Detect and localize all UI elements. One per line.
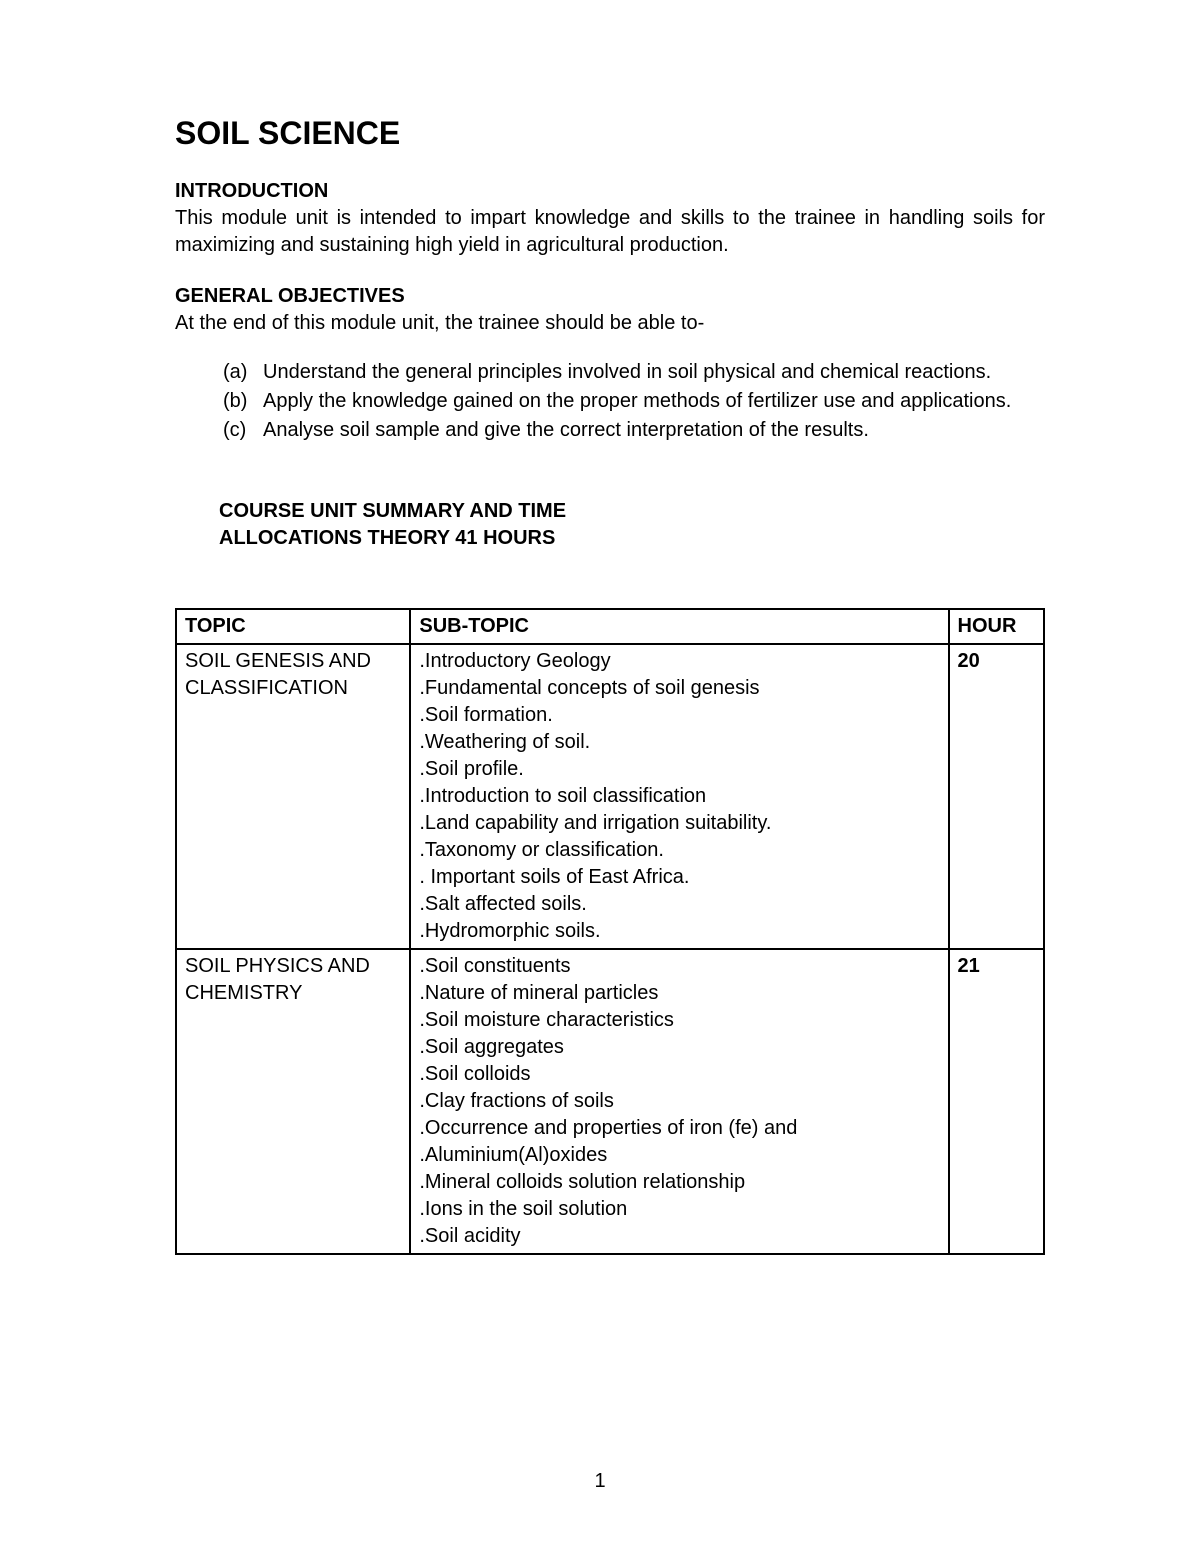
subtopic-item: .Hydromorphic soils. [419, 918, 939, 945]
course-summary-heading: COURSE UNIT SUMMARY AND TIME ALLOCATIONS… [219, 498, 1045, 552]
objectives-heading: GENERAL OBJECTIVES [175, 285, 1045, 308]
subtopic-item: .Mineral colloids solution relationship [419, 1169, 939, 1196]
objective-item: (b) Apply the knowledge gained on the pr… [223, 388, 1045, 415]
subtopic-item: .Soil constituents [419, 953, 939, 980]
hour-cell: 21 [949, 949, 1044, 1254]
topic-cell: SOIL PHYSICS AND CHEMISTRY [176, 949, 410, 1254]
table-row: SOIL PHYSICS AND CHEMISTRY .Soil constit… [176, 949, 1044, 1254]
introduction-text: This module unit is intended to impart k… [175, 205, 1045, 259]
course-table: TOPIC SUB-TOPIC HOUR SOIL GENESIS AND CL… [175, 608, 1045, 1255]
course-summary-line1: COURSE UNIT SUMMARY AND TIME [219, 500, 566, 522]
subtopic-item: .Soil moisture characteristics [419, 1007, 939, 1034]
subtopic-item: .Introductory Geology [419, 648, 939, 675]
objective-marker: (a) [223, 359, 247, 386]
objectives-lead: At the end of this module unit, the trai… [175, 310, 1045, 337]
subtopic-item: .Nature of mineral particles [419, 980, 939, 1007]
objectives-list: (a) Understand the general principles in… [175, 359, 1045, 444]
subtopic-item: .Soil acidity [419, 1223, 939, 1250]
objective-text: Understand the general principles involv… [263, 361, 991, 383]
header-topic: TOPIC [176, 609, 410, 644]
subtopic-item: .Soil colloids [419, 1061, 939, 1088]
objective-text: Analyse soil sample and give the correct… [263, 419, 869, 441]
subtopic-item: .Ions in the soil solution [419, 1196, 939, 1223]
objective-item: (c) Analyse soil sample and give the cor… [223, 417, 1045, 444]
header-hour: HOUR [949, 609, 1044, 644]
objectives-section: GENERAL OBJECTIVES At the end of this mo… [175, 285, 1045, 444]
course-summary-line2: ALLOCATIONS THEORY 41 HOURS [219, 527, 555, 549]
header-subtopic: SUB-TOPIC [410, 609, 948, 644]
subtopic-cell: .Soil constituents .Nature of mineral pa… [410, 949, 948, 1254]
table-row: SOIL GENESIS AND CLASSIFICATION .Introdu… [176, 644, 1044, 949]
subtopic-item: .Soil profile. [419, 756, 939, 783]
subtopic-cell: .Introductory Geology .Fundamental conce… [410, 644, 948, 949]
subtopic-item: .Fundamental concepts of soil genesis [419, 675, 939, 702]
subtopic-item: .Soil formation. [419, 702, 939, 729]
introduction-heading: INTRODUCTION [175, 180, 1045, 203]
hour-cell: 20 [949, 644, 1044, 949]
page-number: 1 [0, 1470, 1200, 1493]
objective-item: (a) Understand the general principles in… [223, 359, 1045, 386]
subtopic-item: .Taxonomy or classification. [419, 837, 939, 864]
subtopic-item: .Land capability and irrigation suitabil… [419, 810, 939, 837]
table-header-row: TOPIC SUB-TOPIC HOUR [176, 609, 1044, 644]
topic-cell: SOIL GENESIS AND CLASSIFICATION [176, 644, 410, 949]
objective-marker: (b) [223, 388, 247, 415]
subtopic-item: .Weathering of soil. [419, 729, 939, 756]
page-title: SOIL SCIENCE [175, 115, 1045, 152]
objective-marker: (c) [223, 417, 246, 444]
introduction-section: INTRODUCTION This module unit is intende… [175, 180, 1045, 259]
subtopic-item: .Occurrence and properties of iron (fe) … [419, 1115, 939, 1169]
subtopic-item: .Introduction to soil classification [419, 783, 939, 810]
objective-text: Apply the knowledge gained on the proper… [263, 390, 1011, 412]
subtopic-item: .Clay fractions of soils [419, 1088, 939, 1115]
subtopic-item: .Salt affected soils. [419, 891, 939, 918]
subtopic-item: . Important soils of East Africa. [419, 864, 939, 891]
subtopic-item: .Soil aggregates [419, 1034, 939, 1061]
